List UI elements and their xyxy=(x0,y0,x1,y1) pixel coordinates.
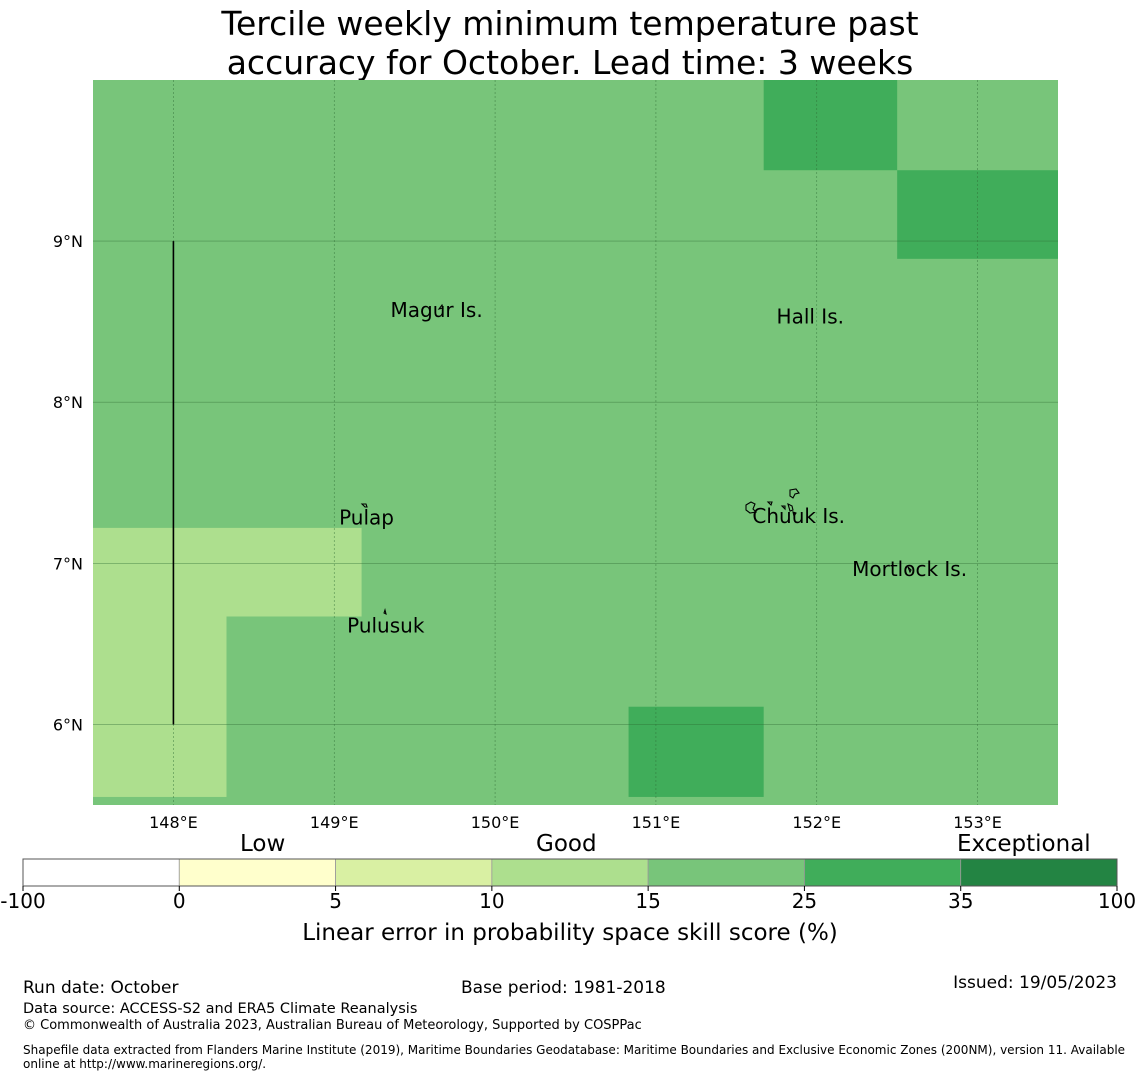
colorbar-bin xyxy=(22,858,180,887)
magur-island-outline xyxy=(437,303,444,310)
colorbar-category-low: Low xyxy=(240,831,286,857)
colorbar-tick-label: 5 xyxy=(329,889,342,913)
colorbar-bin xyxy=(804,858,962,887)
latitude-tick-label: 6°N xyxy=(53,715,83,734)
latitude-tick-label: 9°N xyxy=(53,232,83,251)
colorbar-tick-label: 100 xyxy=(1098,889,1136,913)
longitude-tick-label: 151°E xyxy=(632,813,681,832)
shapefile-credit-line-1: Shapefile data extracted from Flanders M… xyxy=(23,1043,1126,1057)
issued-date: Issued: 19/05/2023 xyxy=(953,973,1117,993)
chuuk-island-outline xyxy=(787,502,794,512)
latitude-tick-label: 7°N xyxy=(53,554,83,573)
colorbar-bin xyxy=(647,858,805,887)
copyright-notice: © Commonwealth of Australia 2023, Austra… xyxy=(23,1018,642,1033)
chuuk-island-outline xyxy=(780,505,786,511)
colorbar-tick-label: -100 xyxy=(0,889,45,913)
colorbar-label: Linear error in probability space skill … xyxy=(302,920,838,946)
place-label: Chuuk Is. xyxy=(752,504,845,528)
place-label: Hall Is. xyxy=(777,304,844,328)
longitude-tick-label: 152°E xyxy=(792,813,841,832)
longitude-tick-label: 150°E xyxy=(471,813,520,832)
longitude-tick-label: 148°E xyxy=(149,813,198,832)
title-line-1: Tercile weekly minimum temperature past xyxy=(221,4,919,43)
latitude-tick-label: 8°N xyxy=(53,393,83,412)
place-label: Mortlock Is. xyxy=(852,557,967,581)
pulap-island-outline xyxy=(360,503,368,508)
skill-region-0 xyxy=(93,527,362,617)
chuuk-island-outline xyxy=(792,511,797,518)
skill-region-1 xyxy=(93,616,227,797)
pulusuk-island-outline xyxy=(383,608,387,616)
place-label: Pulusuk xyxy=(347,614,425,638)
place-label: Pulap xyxy=(339,506,394,530)
map-area: Magur Is. Hall Is. Pulap Chuuk Is. Mortlock … xyxy=(53,80,1058,832)
chuuk-island-outline xyxy=(789,488,800,499)
mortlock-island-outline xyxy=(907,566,912,574)
place-label: Magur Is. xyxy=(391,298,483,322)
run-date: Run date: October xyxy=(23,978,179,998)
colorbar-bin xyxy=(960,858,1118,887)
colorbar-outline xyxy=(22,858,1118,887)
colorbar-category-exceptional: Exceptional xyxy=(957,831,1091,857)
shapefile-credit-line-2: online at http://www.marineregions.org/. xyxy=(23,1057,267,1071)
data-source: Data source: ACCESS-S2 and ERA5 Climate … xyxy=(23,1001,418,1017)
longitude-tick-label: 153°E xyxy=(953,813,1002,832)
skill-region-2 xyxy=(763,80,898,171)
colorbar-bin xyxy=(335,858,493,887)
colorbar-tick-label: 0 xyxy=(173,889,186,913)
colorbar: -100 0 5 10 15 25 35 100 xyxy=(0,858,1136,913)
map-title: Tercile weekly minimum temperature past … xyxy=(0,4,1140,82)
title-line-2: accuracy for October. Lead time: 3 weeks xyxy=(226,43,914,82)
chuuk-island-outline xyxy=(745,501,758,514)
colorbar-tick-label: 10 xyxy=(479,889,504,913)
longitude-tick-label: 149°E xyxy=(310,813,359,832)
colorbar-tick-label: 35 xyxy=(948,889,973,913)
skill-region-4 xyxy=(628,706,764,797)
chuuk-island-outline xyxy=(766,501,773,507)
colorbar-tick-label: 15 xyxy=(635,889,660,913)
base-period: Base period: 1981-2018 xyxy=(461,978,666,998)
colorbar-bin xyxy=(491,858,649,887)
colorbar-tick-label: 25 xyxy=(792,889,817,913)
colorbar-bin xyxy=(178,858,336,887)
colorbar-category-good: Good xyxy=(536,831,597,857)
